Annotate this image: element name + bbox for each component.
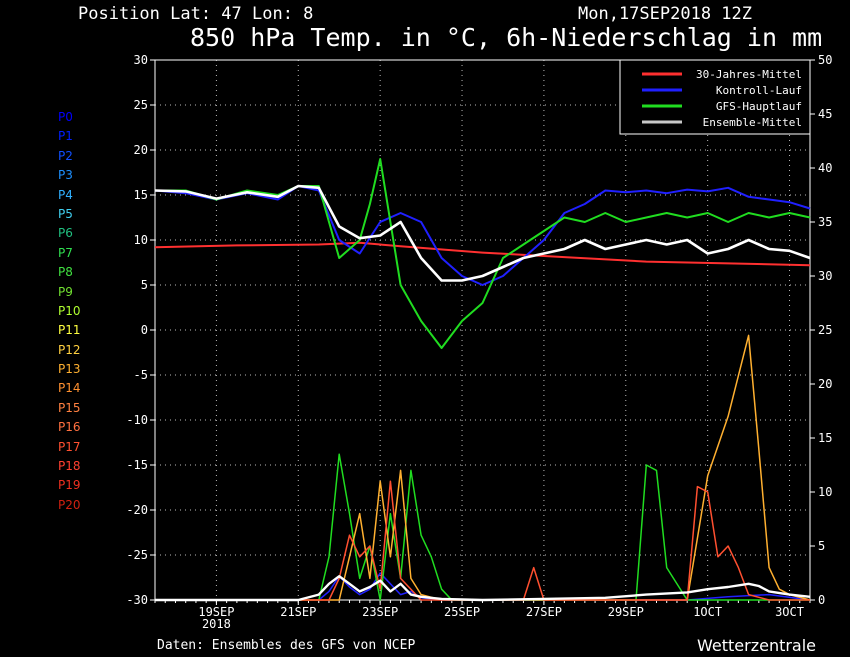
y-right-tick-label: 50 — [818, 53, 832, 67]
x-tick-label: 27SEP — [526, 605, 562, 619]
y-right-tick-label: 35 — [818, 215, 832, 229]
member-label: P17 — [58, 439, 81, 454]
x-tick-label: 1OCT — [693, 605, 722, 619]
y-right-tick-label: 0 — [818, 593, 825, 607]
y-right-tick-label: 40 — [818, 161, 832, 175]
chart-legend: 30-Jahres-Mittel Kontroll-Lauf GFS-Hauptla… — [619, 59, 811, 135]
y-left-tick-label: -10 — [126, 413, 148, 427]
member-label: P8 — [58, 265, 73, 280]
precip-line — [155, 334, 811, 601]
y-right-tick-label: 15 — [818, 431, 832, 445]
member-label: P14 — [58, 381, 81, 396]
y-right-tick-label: 30 — [818, 269, 832, 283]
y-left-tick-label: -30 — [126, 593, 148, 607]
brand-label: Wetterzentrale — [697, 636, 817, 655]
y-left-tick-label: 25 — [134, 98, 148, 112]
precip-line — [155, 480, 810, 601]
chart-title: 850 hPa Temp. in °C, 6h-Niederschlag in … — [190, 23, 823, 52]
member-label: P15 — [58, 400, 81, 415]
member-label: P11 — [58, 323, 81, 338]
legend-label: GFS-Hauptlauf — [716, 100, 802, 113]
member-label: P19 — [58, 478, 81, 493]
temperature-lines — [154, 158, 811, 349]
member-label: P2 — [58, 148, 73, 163]
x-tick-label: 19SEP — [198, 605, 234, 619]
y-left-tick-label: -5 — [134, 368, 148, 382]
member-label: P3 — [58, 168, 73, 183]
position-label: Position Lat: 47 Lon: 8 — [78, 4, 314, 24]
y-right-tick-label: 5 — [818, 539, 825, 553]
precip-line — [155, 453, 810, 601]
temp-line — [154, 185, 811, 286]
chart-axes: 302520151050-5-10-15-20-25-3050454035302… — [126, 53, 832, 631]
y-left-tick-label: 15 — [134, 188, 148, 202]
y-left-tick-label: 0 — [141, 323, 148, 337]
temp-line — [154, 241, 811, 267]
y-left-tick-label: 5 — [141, 278, 148, 292]
member-label: P10 — [58, 303, 81, 318]
member-label: P1 — [58, 129, 73, 144]
y-left-tick-label: 10 — [134, 233, 148, 247]
y-left-tick-label: 20 — [134, 143, 148, 157]
member-label: P12 — [58, 342, 81, 357]
y-left-tick-label: -25 — [126, 548, 148, 562]
x-tick-label: 29SEP — [608, 605, 644, 619]
x-tick-label: 23SEP — [362, 605, 398, 619]
y-right-tick-label: 10 — [818, 485, 832, 499]
x-tick-label: 3OCT — [775, 605, 804, 619]
y-left-tick-label: 30 — [134, 53, 148, 67]
precip-line — [155, 572, 811, 601]
member-list: P0 P1 P2 P3 P4 P5 P6 P7 P8 P9 P10 P11 P12 P13 P14 P15 P1… — [58, 109, 81, 516]
legend-label: Ensemble-Mittel — [703, 116, 802, 129]
member-label: P7 — [58, 245, 73, 260]
y-right-tick-label: 25 — [818, 323, 832, 337]
x-tick-label: 21SEP — [280, 605, 316, 619]
y-right-tick-label: 45 — [818, 107, 832, 121]
precip-line — [155, 575, 811, 602]
y-left-tick-label: -15 — [126, 458, 148, 472]
member-label: P13 — [58, 362, 81, 377]
y-left-tick-label: -20 — [126, 503, 148, 517]
member-label: P18 — [58, 459, 81, 474]
legend-label: Kontroll-Lauf — [716, 84, 802, 97]
member-label: P4 — [58, 187, 73, 202]
x-tick-sublabel: 2018 — [202, 617, 231, 631]
member-label: P16 — [58, 420, 81, 435]
precipitation-lines — [155, 334, 811, 602]
run-date: Mon,17SEP2018 12Z — [578, 4, 752, 24]
y-right-tick-label: 20 — [818, 377, 832, 391]
member-label: P9 — [58, 284, 73, 299]
legend-label: 30-Jahres-Mittel — [696, 68, 802, 81]
data-source: Daten: Ensembles des GFS von NCEP — [157, 638, 416, 653]
member-label: P5 — [58, 206, 73, 221]
member-label: P0 — [58, 110, 73, 124]
x-tick-label: 25SEP — [444, 605, 480, 619]
temp-line — [154, 184, 811, 282]
member-label: P6 — [58, 226, 73, 241]
member-label: P20 — [58, 497, 81, 512]
chart-grid — [155, 60, 810, 600]
